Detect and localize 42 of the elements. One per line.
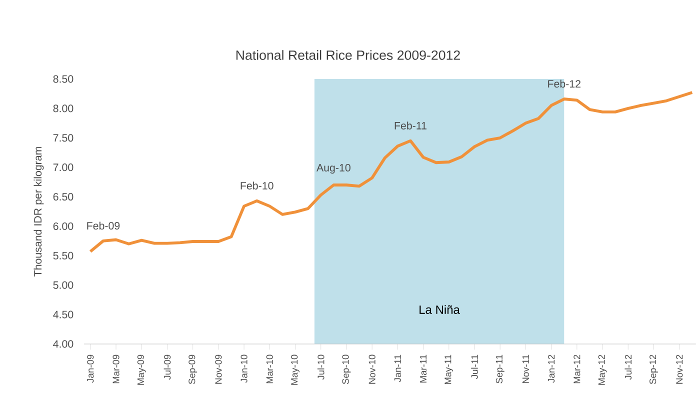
x-tick-label: Nov-12 (676, 354, 683, 384)
x-tick-label: Jul-12 (624, 354, 632, 380)
x-tick-label: Sep-12 (650, 354, 658, 384)
x-tick-label: Jan-10 (240, 354, 248, 383)
band-label: La Niña (420, 305, 460, 314)
x-tick-label: Nov-11 (522, 354, 529, 384)
x-tick-label: Jul-09 (164, 354, 171, 380)
annotation: Feb-12 (548, 80, 580, 88)
y-tick-label: 7.00 (53, 164, 74, 172)
x-tick-label: May-10 (291, 354, 300, 385)
y-tick-label: 8.50 (53, 75, 74, 83)
x-tick-label: Jan-09 (87, 354, 94, 383)
x-tick-label: Jul-10 (317, 354, 324, 380)
x-tick-label: Mar-11 (420, 354, 427, 382)
y-tick-label: 8.00 (53, 104, 74, 112)
y-tick-label: 5.00 (53, 281, 74, 289)
x-tick-label: Sep-10 (342, 354, 351, 384)
y-tick-label: 6.50 (53, 192, 74, 201)
y-tick-label: 6.00 (53, 222, 74, 230)
annotation: Feb-11 (394, 122, 426, 130)
annotation: Feb-10 (240, 182, 274, 190)
annotation: Aug-10 (316, 164, 350, 174)
x-tick-label: Jan-11 (394, 354, 401, 382)
x-tick-label: Sep-09 (188, 354, 198, 384)
y-tick-label: 5.50 (53, 252, 74, 260)
y-tick-label: 7.50 (53, 134, 74, 142)
x-tick-label: Jul-11 (471, 354, 478, 379)
annotation: Feb-09 (87, 222, 120, 230)
x-tick-label: May-09 (137, 354, 146, 385)
y-tick-label: 4.50 (53, 310, 74, 318)
x-tick-label: Jan-12 (548, 354, 555, 383)
x-tick-label: May-11 (444, 354, 454, 384)
x-tick-label: Mar-10 (266, 354, 273, 384)
x-tick-label: Mar-12 (574, 354, 580, 384)
y-tick-label: 4.00 (53, 340, 74, 348)
x-tick-label: Nov-09 (215, 354, 222, 384)
x-tick-label: Nov-10 (368, 354, 376, 384)
x-tick-label: Sep-11 (496, 354, 504, 384)
chart-title: National Retail Rice Prices 2009-2012 (236, 50, 460, 60)
x-tick-label: Mar-09 (112, 354, 120, 384)
y-axis-title: Thousand IDR per kilogram (34, 147, 44, 276)
x-tick-label: May-12 (598, 354, 607, 385)
